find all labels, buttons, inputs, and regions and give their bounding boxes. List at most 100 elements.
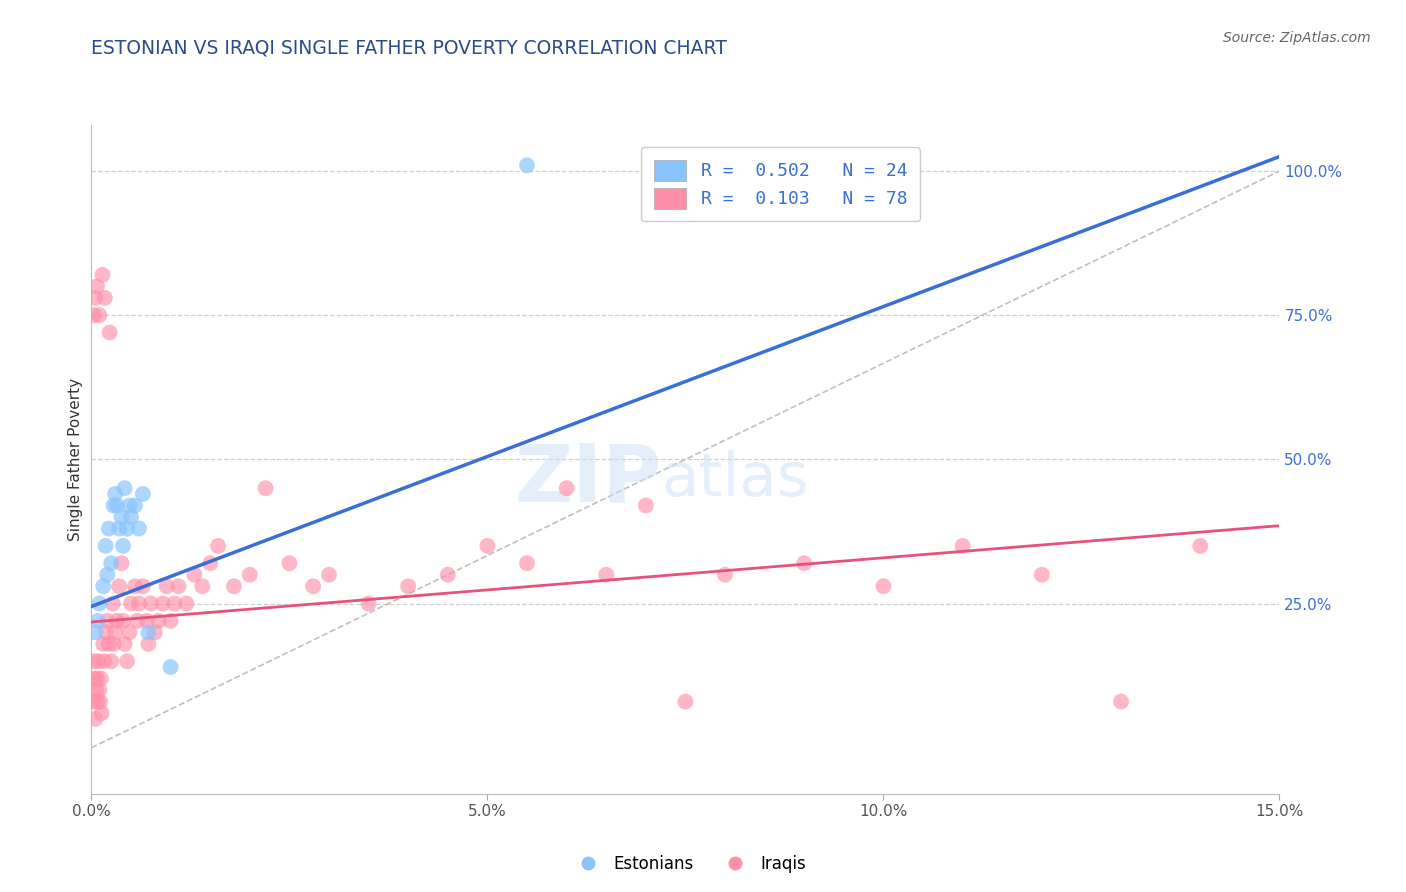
Point — [87, 614, 110, 628]
Point — [89, 683, 111, 698]
Point — [198, 556, 221, 570]
Point — [110, 510, 132, 524]
Point — [96, 614, 118, 628]
Point — [156, 579, 179, 593]
Point — [120, 597, 142, 611]
Point — [105, 614, 128, 628]
Point — [89, 695, 111, 709]
Point — [516, 158, 538, 172]
Point — [86, 279, 108, 293]
Point — [1109, 695, 1132, 709]
Point — [239, 567, 262, 582]
Point — [87, 695, 110, 709]
Point — [872, 579, 894, 593]
Point — [159, 614, 181, 628]
Point — [97, 522, 120, 536]
Text: ESTONIAN VS IRAQI SINGLE FATHER POVERTY CORRELATION CHART: ESTONIAN VS IRAQI SINGLE FATHER POVERTY … — [91, 39, 727, 58]
Point — [138, 625, 160, 640]
Point — [110, 556, 132, 570]
Point — [952, 539, 974, 553]
Point — [104, 625, 127, 640]
Legend: R =  0.502   N = 24, R =  0.103   N = 78: R = 0.502 N = 24, R = 0.103 N = 78 — [641, 147, 920, 221]
Point — [108, 522, 131, 536]
Point — [278, 556, 301, 570]
Point — [89, 308, 111, 322]
Point — [191, 579, 214, 593]
Point — [84, 291, 107, 305]
Point — [86, 672, 108, 686]
Point — [91, 268, 114, 282]
Point — [115, 522, 138, 536]
Point — [176, 597, 198, 611]
Point — [302, 579, 325, 593]
Point — [167, 579, 190, 593]
Point — [595, 567, 617, 582]
Point — [159, 660, 181, 674]
Point — [84, 712, 107, 726]
Point — [183, 567, 205, 582]
Point — [82, 695, 104, 709]
Point — [112, 614, 135, 628]
Point — [83, 672, 105, 686]
Point — [105, 499, 128, 513]
Point — [115, 654, 138, 668]
Point — [132, 487, 155, 501]
Point — [634, 499, 657, 513]
Point — [127, 614, 149, 628]
Y-axis label: Single Father Poverty: Single Father Poverty — [67, 378, 83, 541]
Point — [793, 556, 815, 570]
Point — [91, 579, 114, 593]
Text: atlas: atlas — [662, 450, 810, 509]
Point — [714, 567, 737, 582]
Point — [222, 579, 245, 593]
Point — [254, 481, 277, 495]
Point — [93, 654, 115, 668]
Point — [138, 637, 160, 651]
Point — [100, 654, 122, 668]
Point — [103, 499, 125, 513]
Point — [114, 481, 136, 495]
Point — [103, 637, 125, 651]
Point — [1031, 567, 1053, 582]
Point — [132, 579, 155, 593]
Point — [84, 683, 107, 698]
Point — [83, 308, 105, 322]
Point — [152, 597, 174, 611]
Point — [124, 579, 146, 593]
Point — [84, 625, 107, 640]
Legend: Estonians, Iraqis: Estonians, Iraqis — [565, 848, 813, 880]
Point — [148, 614, 170, 628]
Point — [83, 654, 105, 668]
Point — [87, 654, 110, 668]
Text: ZIP: ZIP — [515, 441, 662, 518]
Point — [89, 597, 111, 611]
Point — [94, 625, 117, 640]
Point — [673, 695, 696, 709]
Point — [97, 637, 120, 651]
Point — [118, 625, 141, 640]
Point — [318, 567, 340, 582]
Point — [124, 499, 146, 513]
Point — [112, 539, 135, 553]
Point — [396, 579, 419, 593]
Point — [118, 499, 141, 513]
Point — [128, 522, 150, 536]
Point — [163, 597, 186, 611]
Point — [114, 637, 136, 651]
Point — [516, 556, 538, 570]
Text: Source: ZipAtlas.com: Source: ZipAtlas.com — [1223, 31, 1371, 45]
Point — [108, 579, 131, 593]
Point — [128, 597, 150, 611]
Point — [91, 637, 114, 651]
Point — [436, 567, 458, 582]
Point — [555, 481, 578, 495]
Point — [96, 567, 118, 582]
Point — [100, 556, 122, 570]
Point — [101, 597, 124, 611]
Point — [94, 291, 117, 305]
Point — [1189, 539, 1212, 553]
Point — [120, 510, 142, 524]
Point — [139, 597, 162, 611]
Point — [104, 487, 127, 501]
Point — [135, 614, 157, 628]
